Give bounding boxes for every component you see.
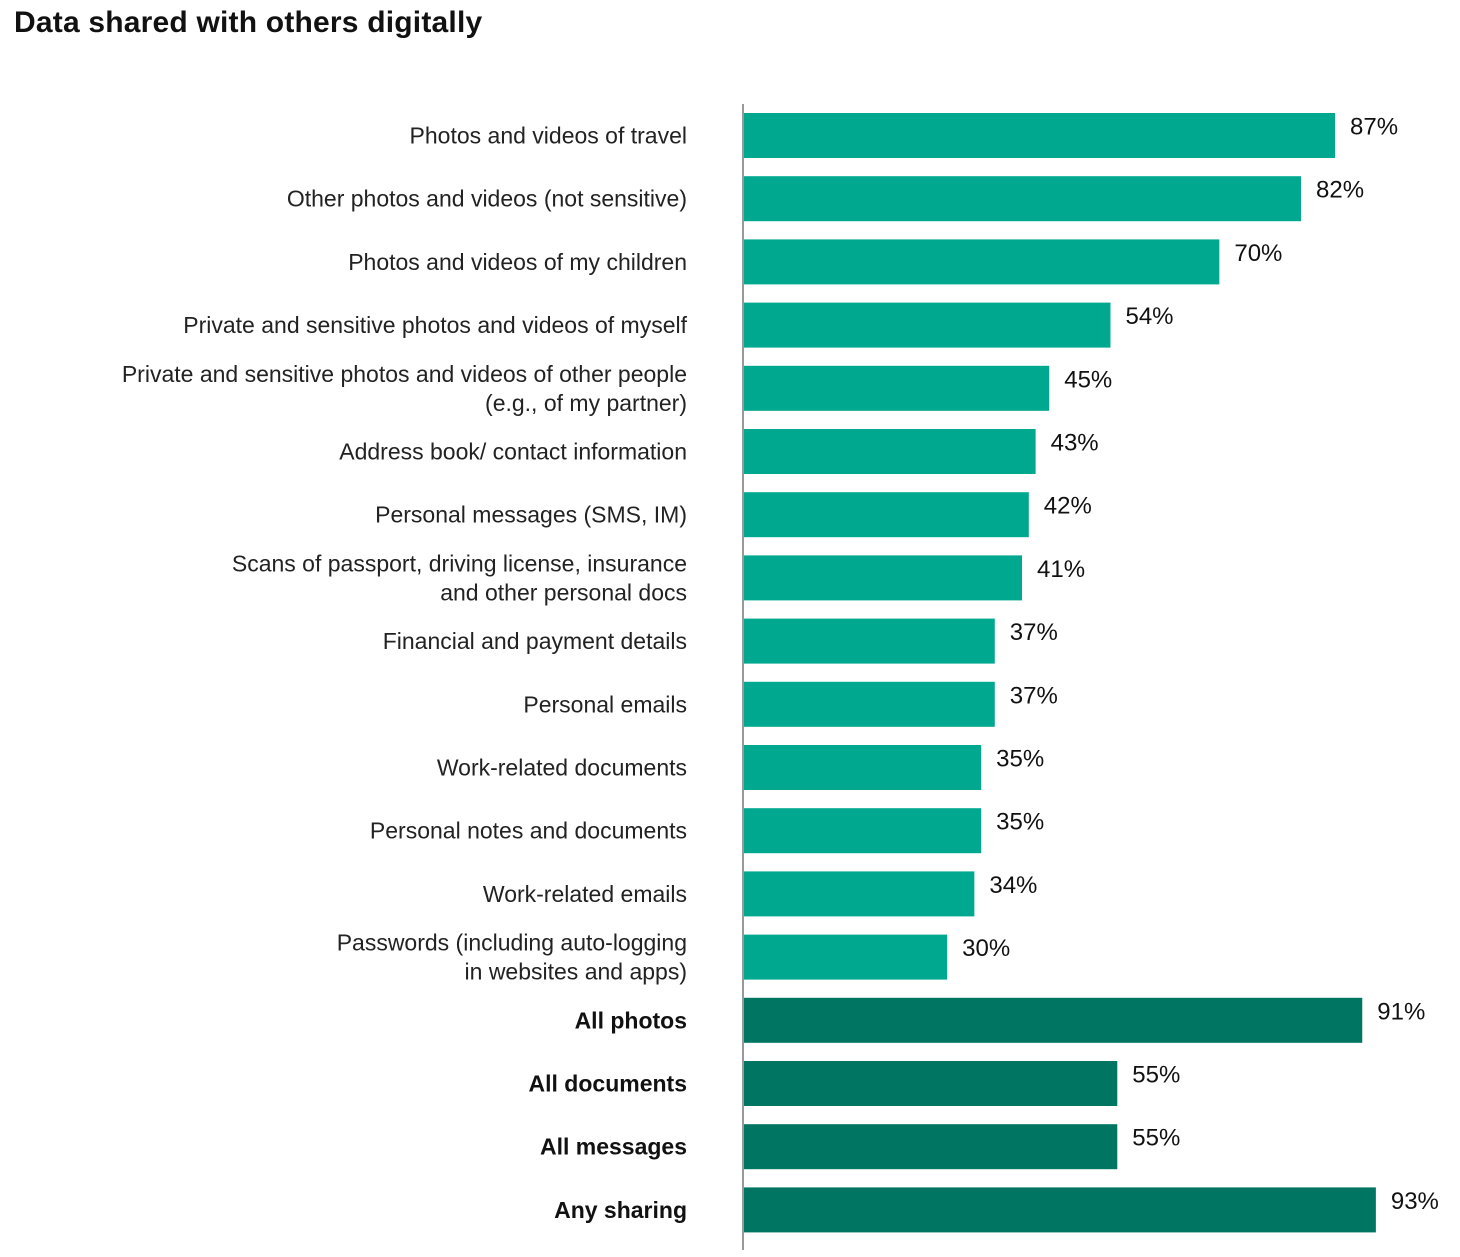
value-labels: 87% 82% 70% 54% 45% 43% 42% 41% 37% 37% 35% 35% 34% 3… [962,114,1439,1215]
bar [743,176,1302,222]
category-label-line: All documents [529,1071,687,1097]
value-label: 37% [1010,619,1058,646]
category-label: Personal messages (SMS, IM) [375,502,687,528]
summary-bar [743,997,1363,1043]
bars-layer [743,113,1376,1233]
value-label: 91% [1377,998,1425,1025]
value-label: 35% [996,809,1044,836]
category-label-line: Private and sensitive photos and videos … [183,312,687,338]
bar [743,555,1023,601]
category-label: Photos and videos of my children [348,249,687,275]
bar [743,365,1050,411]
value-label: 37% [1010,682,1058,709]
category-label-line: and other personal docs [440,579,687,605]
category-label-line: Financial and payment details [383,628,687,654]
category-label-line: All messages [540,1134,687,1160]
bar [743,492,1029,538]
value-label: 34% [989,872,1037,899]
bar [743,429,1036,474]
category-label: Private and sensitive photos and videos … [122,361,687,416]
value-label: 43% [1051,430,1099,457]
value-label: 87% [1350,114,1398,141]
bar [743,239,1220,285]
category-label-line: (e.g., of my partner) [485,390,687,416]
category-labels: Photos and videos of travel Other photos … [122,123,688,1223]
summary-bar [743,1061,1118,1106]
value-label: 54% [1125,303,1173,330]
value-label: 82% [1316,177,1364,204]
category-label: All documents [529,1071,687,1097]
value-label: 41% [1037,556,1085,583]
bar [743,808,982,854]
bar [743,113,1336,158]
category-label: Other photos and videos (not sensitive) [287,186,687,212]
category-label: Financial and payment details [383,628,687,654]
bar [743,302,1111,348]
bar [743,618,995,664]
category-label-line: Scans of passport, driving license, insu… [232,550,687,576]
category-label-line: Any sharing [554,1197,687,1223]
category-label: All messages [540,1134,687,1160]
value-label: 55% [1132,1062,1180,1089]
category-label: Private and sensitive photos and videos … [183,312,687,338]
summary-bar [743,1124,1118,1170]
category-label-line: Other photos and videos (not sensitive) [287,186,687,212]
chart-title: Data shared with others digitally [14,6,483,39]
summary-bar [743,1187,1376,1233]
bar [743,745,982,790]
value-label: 30% [962,935,1010,962]
category-label: Passwords (including auto-logging in webs… [337,930,687,985]
category-label: Work-related emails [483,881,687,907]
value-label: 45% [1064,366,1112,393]
category-label-line: Passwords (including auto-logging [337,930,687,956]
value-label: 35% [996,746,1044,773]
category-label-line: Work-related documents [437,755,687,781]
value-label: 93% [1391,1188,1439,1215]
bar [743,871,975,917]
category-label-line: Photos and videos of my children [348,249,687,275]
category-label-line: Photos and videos of travel [410,123,687,149]
category-label: All photos [575,1007,687,1033]
category-label-line: Work-related emails [483,881,687,907]
category-label-line: in websites and apps) [465,959,687,985]
category-label: Any sharing [554,1197,687,1223]
value-label: 42% [1044,493,1092,520]
bar [743,934,948,980]
category-label-line: Private and sensitive photos and videos … [122,361,687,387]
bar [743,681,995,727]
category-label: Scans of passport, driving license, insu… [232,550,687,605]
category-label: Personal emails [523,691,687,717]
value-label: 55% [1132,1125,1180,1152]
category-label-line: All photos [575,1007,687,1033]
category-label-line: Personal notes and documents [370,818,687,844]
category-label: Photos and videos of travel [410,123,687,149]
category-label-line: Personal emails [523,691,687,717]
category-label: Personal notes and documents [370,818,687,844]
category-label-line: Personal messages (SMS, IM) [375,502,687,528]
value-label: 70% [1234,240,1282,267]
category-label: Address book/ contact information [339,439,687,465]
category-label-line: Address book/ contact information [339,439,687,465]
category-label: Work-related documents [437,755,687,781]
